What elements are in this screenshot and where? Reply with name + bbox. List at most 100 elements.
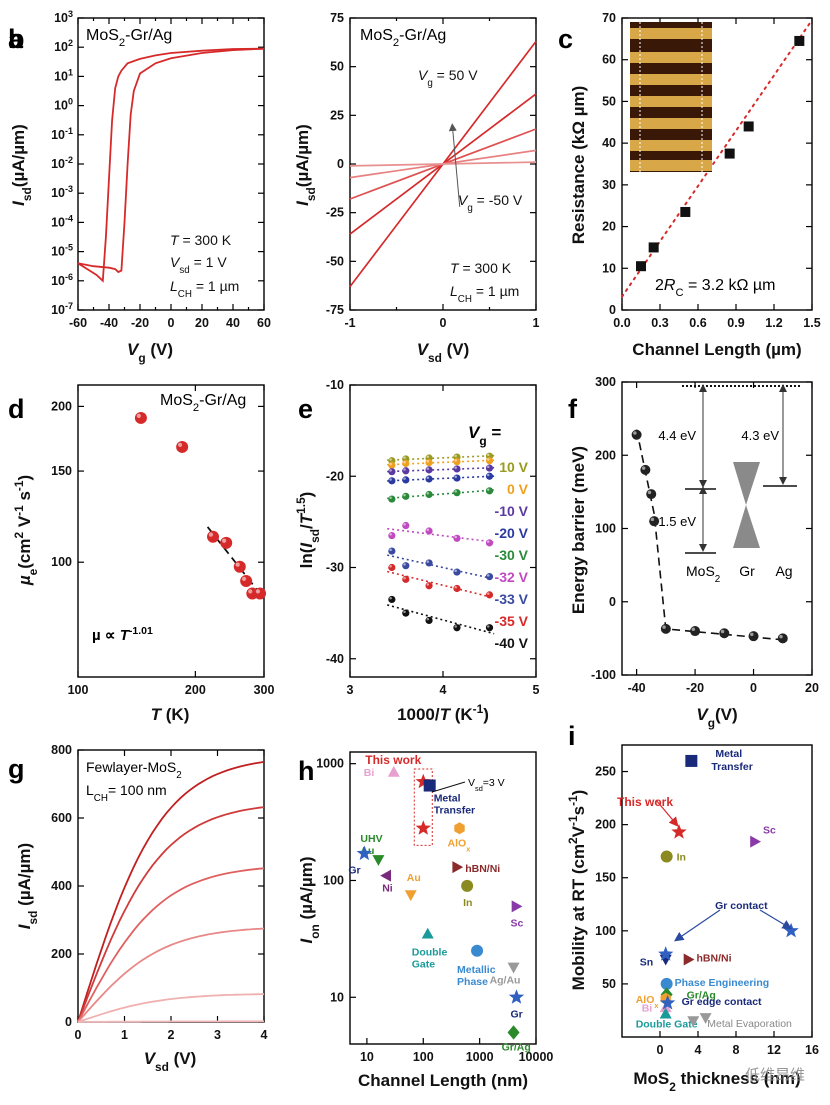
- panel-d-point: [220, 536, 233, 549]
- panel-i-point: [687, 1016, 700, 1028]
- panel-h-point-label: Bi: [364, 767, 375, 779]
- panel-f-label: f: [568, 394, 578, 424]
- panel-f-inset-gr: Gr: [739, 563, 755, 579]
- panel-h-point: [511, 900, 523, 913]
- panel-i-point: [699, 1013, 712, 1024]
- panel-e-point: [388, 477, 396, 485]
- panel-c-afm-electrode: [630, 140, 712, 151]
- panel-e-point: [388, 595, 396, 604]
- panel-a-xtick-label: 20: [195, 316, 209, 330]
- panel-e-point: [388, 461, 396, 469]
- panel-h-point: [421, 927, 434, 939]
- panel-f-ytick-label: 300: [595, 375, 616, 389]
- panel-i-point-label: Double Gate: [636, 1019, 698, 1031]
- panel-a-curve-reverse: [77, 47, 265, 274]
- panel-h-xtick-label: 10000: [519, 1050, 554, 1064]
- panel-g-curve-c4: [77, 927, 265, 1023]
- panel-c-point: [794, 35, 805, 46]
- panel-e-point-shine: [454, 459, 457, 462]
- panel-g-ytick-label: 400: [51, 879, 72, 893]
- panel-i-grcontact-arrow-2: [759, 909, 793, 930]
- panel-d-ylabel: µe(cm2 V-1 s-1): [12, 475, 40, 586]
- panel-e-ytick-label: -20: [326, 469, 344, 483]
- panel-h-point: [452, 861, 464, 874]
- panel-h-point-label: Double: [412, 947, 448, 959]
- panel-d-point-shine: [136, 413, 141, 418]
- panel-d-ytick-label: 150: [51, 464, 72, 478]
- panel-e-point-shine: [389, 458, 392, 461]
- panel-h-point-label: Ag/Au: [490, 974, 521, 986]
- panel-b-arrow: [448, 123, 461, 207]
- panel-e-legend-2: -10 V: [495, 503, 529, 519]
- panel-e-point-shine: [403, 456, 406, 459]
- panel-a-cond-vsd: Vsd = 1 V: [170, 254, 227, 276]
- panel-a-ytick-label: 100: [54, 97, 73, 113]
- panel-c-afm-electrode: [630, 160, 712, 171]
- panel-e-point-shine: [389, 533, 392, 536]
- panel-e-point-shine: [486, 458, 490, 461]
- panel-f-inset-mos2: MoS2: [686, 563, 720, 585]
- panel-h-point: [423, 779, 436, 792]
- panel-e-ytick-label: -40: [326, 652, 344, 666]
- panel-e-point: [425, 490, 433, 499]
- panel-a-ytick-label: 10-4: [51, 213, 73, 229]
- panel-h-highlight-box: [413, 768, 433, 846]
- panel-e-point: [388, 495, 396, 503]
- panel-h-point: [356, 845, 372, 861]
- panel-i-point-label: AlOx: [636, 994, 660, 1010]
- panel-d-xtick-label: 300: [254, 683, 275, 697]
- panel-e-point-shine: [426, 467, 430, 470]
- panel-f-point-shine: [647, 490, 652, 495]
- panel-e-legend-0: 10 V: [499, 459, 528, 475]
- panel-c-xlabel: Channel Length (µm): [632, 340, 801, 359]
- panel-e-point: [453, 534, 461, 542]
- panel-i-point: [685, 754, 698, 767]
- panel-h-vsd-pointer: [431, 781, 466, 793]
- panel-i-point-label: In: [677, 851, 686, 863]
- panel-g-ytick-label: 0: [65, 1015, 72, 1029]
- panel-e-point: [453, 489, 461, 497]
- panel-b-cond-temp: T = 300 K: [450, 260, 512, 276]
- panel-h-point-label-2: Phase: [457, 976, 488, 988]
- panel-d-frame: [77, 384, 265, 678]
- panel-e-point-shine: [403, 576, 406, 580]
- panel-d-point-shine: [248, 589, 253, 594]
- panel-e-point: [388, 563, 396, 572]
- panel-f-ylabel: Energy barrier (meV): [569, 446, 588, 614]
- panel-e-point-shine: [486, 465, 490, 469]
- panel-e-point-shine: [403, 493, 406, 497]
- panel-f-point: [660, 623, 671, 634]
- panel-e-point: [453, 458, 461, 466]
- panel-d-point-shine: [235, 562, 240, 567]
- panel-c-ytick-label: 20: [602, 220, 616, 234]
- panel-f-point: [748, 631, 759, 642]
- panel-h-point-label: AlOx: [448, 837, 472, 853]
- panel-i-point-label: Metal: [715, 748, 742, 760]
- panel-h-point-label: UHV: [360, 833, 382, 845]
- panel-d-point-shine: [177, 442, 183, 447]
- panel-e-ytick-label: -10: [326, 378, 344, 392]
- panel-e-point-shine: [454, 535, 457, 539]
- panel-f-ytick-label: 100: [595, 522, 616, 536]
- panel-a-ytick-label: 101: [54, 67, 73, 83]
- panel-e-point-shine: [403, 610, 406, 614]
- panel-h-point-label-2: Transfer: [434, 805, 475, 817]
- panel-i-point-label: Gr contact: [715, 900, 768, 912]
- panel-e-point-shine: [486, 574, 490, 577]
- panel-b-cond-lch: LCH = 1 µm: [450, 283, 519, 305]
- panel-f-inset-ag: Ag: [775, 563, 792, 579]
- panel-f-point-shine: [720, 629, 725, 634]
- panel-e-point: [425, 616, 433, 625]
- panel-e-point: [485, 472, 494, 480]
- panel-e-point: [485, 464, 494, 472]
- panel-c-xtick-label: 1.2: [765, 316, 782, 330]
- panel-f-ytick-label: 200: [595, 448, 616, 462]
- panel-f-point: [646, 489, 657, 500]
- panel-i-xtick-label: 12: [767, 1043, 781, 1057]
- panel-c-ytick-label: 10: [602, 261, 616, 275]
- panel-a-ytick-label: 10-7: [51, 301, 73, 317]
- panel-e-point: [388, 531, 396, 540]
- panel-e-point: [485, 591, 494, 599]
- panel-g-subtitle: LCH= 100 nm: [86, 782, 167, 804]
- panel-i-point-label: Phase Engineering: [675, 977, 770, 989]
